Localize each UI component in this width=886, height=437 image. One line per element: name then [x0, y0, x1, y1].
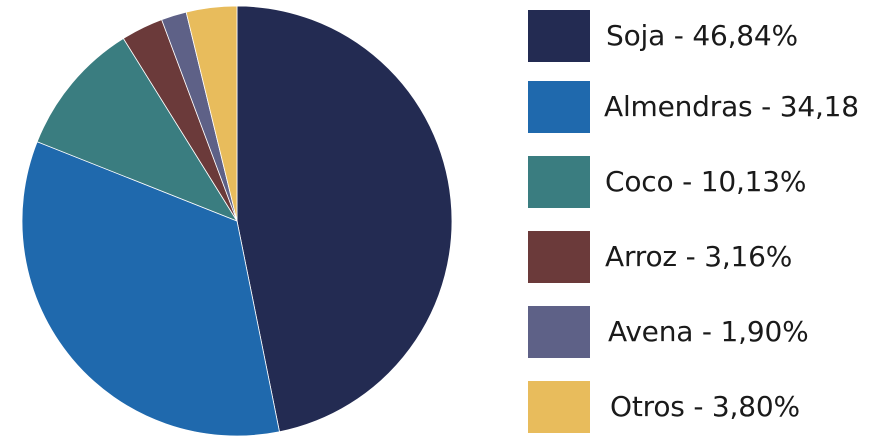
legend-swatch-otros — [528, 381, 590, 433]
legend-item-coco: Coco - 10,13% — [528, 156, 884, 208]
pie-slice-5 — [185, 5, 238, 222]
legend-label-otros: Otros - 3,80% — [610, 390, 800, 423]
legend-swatch-coco — [528, 156, 590, 208]
legend-item-soja: Soja - 46,84% — [528, 10, 884, 62]
legend-label-soja: Soja - 46,84% — [606, 19, 798, 52]
pie-slice-1 — [21, 141, 280, 437]
legend-item-avena: Avena - 1,90% — [528, 306, 884, 358]
legend-swatch-avena — [528, 306, 590, 358]
legend-swatch-soja — [528, 10, 590, 62]
pie-slice-2 — [36, 37, 238, 222]
legend-item-arroz: Arroz - 3,16% — [528, 231, 884, 283]
legend-item-otros: Otros - 3,80% — [528, 381, 884, 433]
pie-chart — [21, 5, 453, 437]
pie-slice-0 — [236, 5, 453, 433]
legend-label-coco: Coco - 10,13% — [605, 165, 807, 198]
legend-item-almendras: Almendras - 34,18 — [528, 81, 884, 133]
legend-label-avena: Avena - 1,90% — [608, 315, 809, 348]
legend-label-arroz: Arroz - 3,16% — [605, 240, 793, 273]
legend-swatch-almendras — [528, 81, 590, 133]
legend-label-almendras: Almendras - 34,18 — [604, 90, 859, 123]
legend-swatch-arroz — [528, 231, 590, 283]
